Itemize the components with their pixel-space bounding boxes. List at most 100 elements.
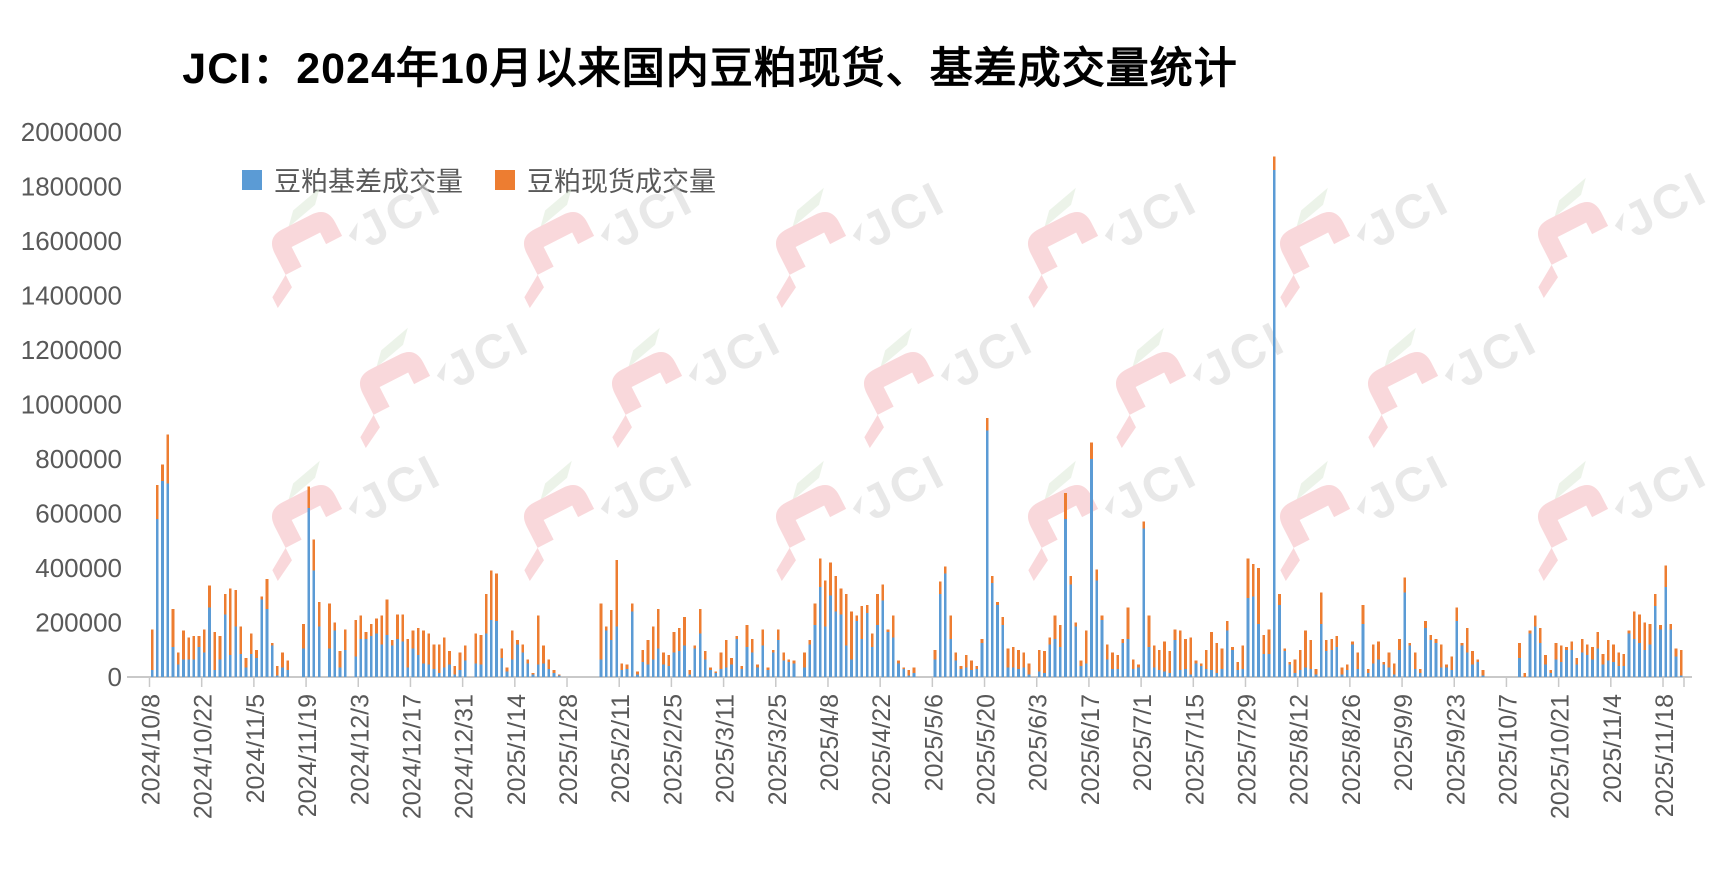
bar-segment-basis bbox=[1017, 668, 1020, 677]
bar-segment-basis bbox=[359, 638, 363, 677]
bar-segment-spot bbox=[359, 615, 363, 639]
bar-segment-basis bbox=[745, 647, 749, 677]
bar-segment-basis bbox=[1439, 667, 1443, 677]
bar-segment-basis bbox=[1319, 623, 1323, 677]
bar-segment-basis bbox=[281, 667, 284, 677]
bar-segment-spot bbox=[1314, 668, 1318, 675]
bar-segment-basis bbox=[1570, 649, 1574, 677]
bar-segment-basis bbox=[202, 652, 206, 677]
bar-segment-basis bbox=[886, 632, 890, 677]
bar-segment-basis bbox=[1210, 670, 1213, 677]
y-axis-label: 200000 bbox=[35, 608, 122, 638]
bar-segment-basis bbox=[1585, 655, 1589, 677]
bar-segment-spot bbox=[1267, 629, 1271, 654]
bar-segment-spot bbox=[453, 666, 457, 675]
legend-item-spot: 豆粕现货成交量 bbox=[495, 160, 716, 199]
bar-segment-basis bbox=[1058, 647, 1062, 677]
bar-segment-basis bbox=[1377, 659, 1380, 677]
bar-segment-spot bbox=[829, 562, 832, 596]
bar-segment-basis bbox=[1392, 674, 1396, 677]
bar-segment-spot bbox=[808, 640, 812, 645]
bar-segment-basis bbox=[302, 648, 305, 677]
bar-segment-basis bbox=[1048, 644, 1052, 677]
bar-segment-basis bbox=[1653, 606, 1657, 677]
bar-segment-basis bbox=[1314, 674, 1318, 677]
bar-segment-basis bbox=[171, 647, 175, 677]
bar-segment-basis bbox=[787, 662, 791, 677]
bar-segment-spot bbox=[1570, 641, 1574, 650]
x-axis-label: 2025/4/22 bbox=[868, 694, 896, 805]
bar-segment-spot bbox=[985, 418, 989, 431]
bar-segment-basis bbox=[677, 651, 681, 677]
bar-segment-spot bbox=[197, 636, 201, 648]
bar-segment-spot bbox=[229, 588, 232, 656]
bar-segment-basis bbox=[808, 644, 812, 677]
x-axis-label: 2025/3/11 bbox=[712, 694, 740, 803]
bar-segment-basis bbox=[1403, 592, 1407, 677]
bar-segment-spot bbox=[557, 674, 561, 676]
bar-segment-basis bbox=[730, 664, 733, 677]
bar-segment-spot bbox=[1210, 632, 1213, 671]
bar-segment-spot bbox=[458, 652, 462, 671]
bar-segment-spot bbox=[1017, 649, 1020, 669]
watermark-jci-logo-icon: JCI bbox=[1279, 444, 1459, 581]
bar-segment-spot bbox=[1126, 607, 1130, 639]
bar-segment-basis bbox=[1095, 580, 1099, 677]
bar-segment-spot bbox=[766, 667, 770, 671]
bar-segment-spot bbox=[1121, 638, 1125, 643]
bar-segment-basis bbox=[150, 670, 154, 677]
svg-text:JCI: JCI bbox=[1446, 311, 1547, 398]
y-axis-label: 400000 bbox=[35, 553, 122, 583]
bar-segment-spot bbox=[1173, 629, 1177, 641]
bar-segment-basis bbox=[1189, 674, 1193, 677]
bar-segment-spot bbox=[1445, 664, 1448, 668]
bar-segment-spot bbox=[234, 589, 237, 627]
x-axis-label: 2024/10/8 bbox=[138, 694, 166, 805]
bar-segment-spot bbox=[1090, 442, 1093, 459]
bar-segment-spot bbox=[1325, 640, 1328, 652]
bar-segment-basis bbox=[526, 663, 530, 677]
bar-segment-spot bbox=[975, 666, 979, 669]
bar-segment-basis bbox=[1575, 664, 1579, 677]
x-axis-label: 2025/10/7 bbox=[1494, 694, 1522, 805]
bar-segment-spot bbox=[599, 603, 603, 660]
bar-segment-spot bbox=[255, 649, 258, 658]
bar-segment-spot bbox=[1638, 614, 1641, 643]
bar-segment-basis bbox=[792, 663, 796, 677]
bar-segment-spot bbox=[886, 629, 890, 633]
bar-segment-basis bbox=[1418, 672, 1422, 677]
bar-segment-spot bbox=[443, 637, 446, 668]
bar-segment-spot bbox=[1554, 642, 1558, 660]
bar-segment-basis bbox=[1220, 668, 1224, 677]
bar-segment-basis bbox=[1064, 518, 1067, 677]
bar-segment-spot bbox=[343, 629, 347, 650]
bar-segment-spot bbox=[463, 645, 467, 661]
bar-segment-spot bbox=[1168, 651, 1172, 673]
bar-segment-spot bbox=[1043, 651, 1046, 673]
bar-segment-spot bbox=[208, 585, 211, 608]
x-axis-label: 2024/12/3 bbox=[346, 694, 374, 805]
bar-segment-basis bbox=[1518, 657, 1521, 677]
bar-segment-basis bbox=[625, 668, 629, 677]
bar-segment-basis bbox=[944, 573, 947, 677]
bar-segment-basis bbox=[829, 595, 832, 677]
bar-segment-spot bbox=[1439, 644, 1443, 668]
bar-segment-basis bbox=[646, 664, 650, 677]
bar-segment-basis bbox=[1006, 667, 1010, 677]
bar-segment-basis bbox=[1434, 642, 1438, 677]
bar-segment-basis bbox=[333, 630, 337, 677]
bar-segment-spot bbox=[1659, 625, 1662, 630]
bar-segment-spot bbox=[912, 667, 916, 673]
bar-segment-basis bbox=[542, 663, 545, 677]
bar-segment-basis bbox=[1100, 619, 1104, 677]
bar-segment-basis bbox=[1225, 630, 1229, 677]
bar-segment-basis bbox=[1580, 652, 1584, 677]
bar-segment-spot bbox=[803, 652, 806, 668]
bar-segment-spot bbox=[1027, 663, 1031, 675]
bar-segment-basis bbox=[1090, 459, 1093, 677]
x-axis-label: 2025/7/15 bbox=[1181, 694, 1209, 805]
bar-segment-basis bbox=[1147, 647, 1151, 677]
bar-segment-spot bbox=[740, 666, 744, 669]
bar-segment-spot bbox=[1084, 630, 1088, 664]
bar-segment-basis bbox=[354, 656, 358, 677]
